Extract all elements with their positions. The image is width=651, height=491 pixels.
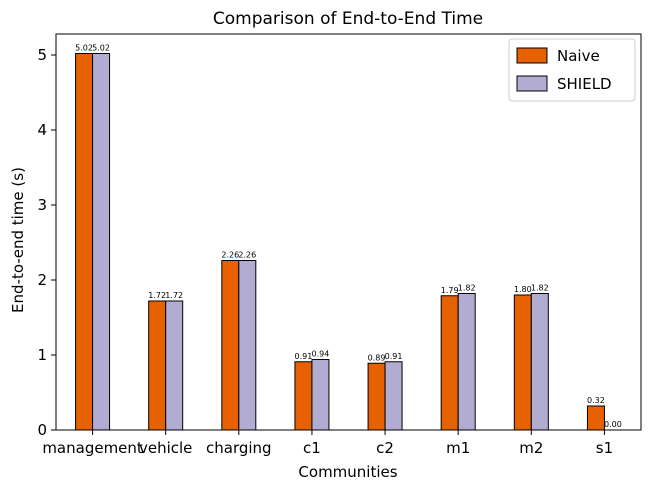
x-tick-label: c1 — [303, 439, 321, 457]
bar-naive-c2 — [367, 362, 386, 431]
bar-value-label: 1.79 — [441, 286, 459, 295]
bar-value-label: 1.72 — [148, 291, 166, 300]
bar-naive-m1 — [440, 295, 459, 431]
legend-label-shield: SHIELD — [557, 75, 612, 93]
chart-title: Comparison of End-to-End Time — [213, 9, 483, 29]
bar-naive-charging — [221, 260, 240, 431]
y-tick-label: 0 — [37, 421, 47, 439]
bar-value-label: 1.82 — [531, 284, 549, 293]
bar-naive-s1 — [586, 405, 605, 431]
y-tick-label: 2 — [37, 271, 47, 289]
legend-swatch-naive — [516, 47, 548, 64]
bar-value-label: 0.89 — [368, 353, 386, 362]
x-tick-label: management — [42, 439, 143, 457]
bar-value-label: 2.26 — [221, 251, 239, 260]
bar-naive-vehicle — [148, 300, 167, 431]
x-tick-label: c2 — [376, 439, 394, 457]
bar-shield-m2 — [530, 293, 549, 431]
bar-shield-management — [92, 53, 111, 431]
y-axis-label: End-to-end time (s) — [9, 167, 27, 313]
bar-value-label: 5.02 — [92, 44, 110, 53]
bar-value-label: 0.32 — [587, 396, 605, 405]
bar-value-label: 0.91 — [295, 352, 313, 361]
bar-naive-c1 — [294, 361, 313, 431]
bar-naive-m2 — [513, 294, 532, 431]
y-tick-label: 3 — [37, 196, 47, 214]
x-tick-label: m1 — [446, 439, 470, 457]
bar-value-label: 0.91 — [385, 352, 403, 361]
y-tick-label: 5 — [37, 46, 47, 64]
y-tick-label: 1 — [37, 346, 47, 364]
legend: Naive SHIELD — [508, 38, 636, 102]
x-axis-label: Communities — [298, 463, 397, 481]
bar-value-label: 1.72 — [165, 291, 183, 300]
bar-shield-vehicle — [165, 300, 184, 431]
bar-value-label: 1.82 — [458, 284, 476, 293]
bar-value-label: 1.80 — [514, 285, 532, 294]
bar-shield-c2 — [384, 361, 403, 431]
bar-value-label: 5.02 — [75, 44, 93, 53]
plot-area: 5.02 5.02 management 1.72 1.72 vehicle 2.26 2.2… — [37, 33, 642, 457]
x-tick-label: vehicle — [139, 439, 192, 457]
bar-naive-management — [75, 53, 94, 431]
x-tick-label: charging — [206, 439, 272, 457]
bar-value-label: 0.00 — [604, 420, 622, 429]
legend-swatch-shield — [516, 75, 548, 92]
bar-shield-m1 — [457, 293, 476, 431]
bar-shield-c1 — [311, 359, 330, 431]
bar-shield-charging — [238, 260, 257, 431]
bar-value-label: 0.94 — [312, 350, 330, 359]
bar-value-label: 2.26 — [238, 251, 256, 260]
axes-frame — [55, 33, 642, 431]
x-tick-label: m2 — [519, 439, 543, 457]
y-tick-label: 4 — [37, 121, 47, 139]
legend-label-naive: Naive — [557, 47, 600, 65]
x-tick-label: s1 — [596, 439, 613, 457]
